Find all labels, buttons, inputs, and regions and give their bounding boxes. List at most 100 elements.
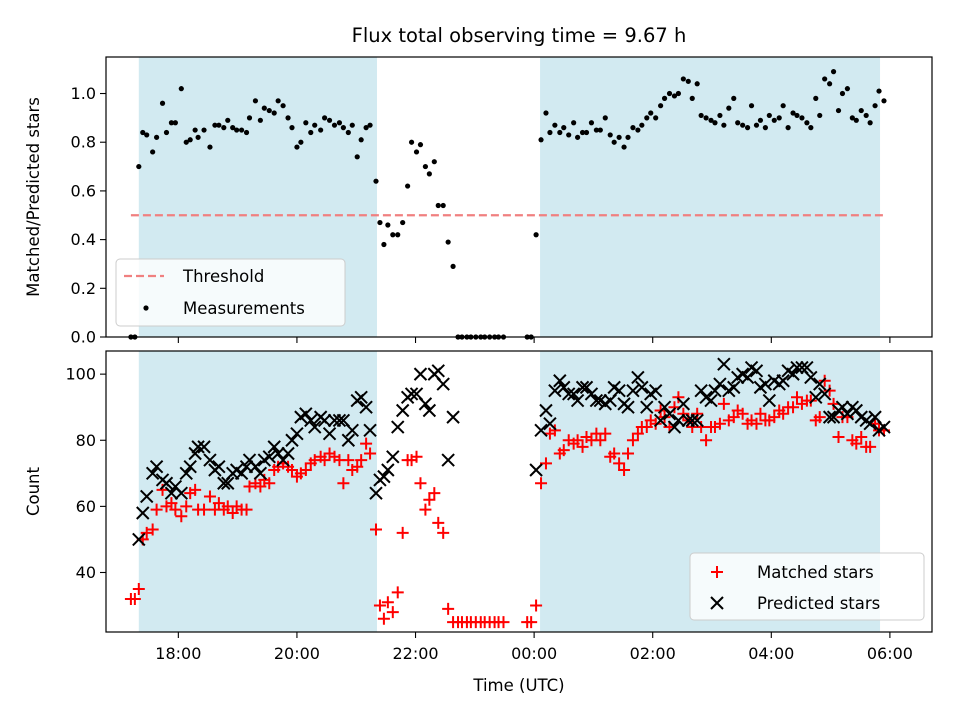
predicted-star-point — [534, 423, 548, 438]
measurement-point — [566, 132, 572, 138]
matched-star-point — [423, 493, 436, 506]
y-tick-label: 80 — [76, 431, 96, 450]
matched-star-point — [169, 503, 182, 516]
matched-star-point — [677, 407, 690, 420]
matched-star-point — [432, 516, 445, 529]
predicted-legend-label: Predicted stars — [757, 594, 880, 613]
measurement-point — [400, 219, 406, 226]
predicted-star-point — [548, 383, 562, 398]
predicted-star-point — [234, 466, 249, 481]
matched-star-point — [850, 437, 863, 450]
matched-star-point — [364, 447, 377, 460]
matched-star-point — [373, 599, 386, 612]
predicted-star-point — [164, 486, 179, 500]
top-panel-y-axis-title: Matched/Predicted stars — [24, 97, 43, 297]
predicted-star-point — [404, 387, 419, 401]
bottom-panel-legend: Matched stars Predicted stars — [689, 552, 925, 621]
measurement-point — [150, 149, 156, 155]
predicted-star-point — [579, 380, 594, 395]
predicted-star-point — [671, 413, 686, 428]
matched-star-point — [791, 391, 804, 404]
matched-star-point — [787, 401, 800, 414]
predicted-star-point — [395, 403, 410, 418]
measurement-point — [435, 202, 441, 209]
matched-star-point — [832, 430, 845, 443]
measurement-point — [731, 95, 737, 101]
measurement-point — [308, 129, 314, 136]
measurement-point — [557, 129, 563, 136]
shaded-interval — [540, 57, 881, 337]
predicted-star-point — [290, 426, 304, 441]
measurement-point — [195, 134, 201, 140]
measurement-point — [776, 115, 782, 121]
matched-star-point — [337, 477, 350, 490]
measurement-point — [408, 139, 415, 145]
top-panel-x-ticks — [177, 337, 891, 343]
y-tick-label: 0.8 — [71, 133, 96, 152]
measurement-point — [644, 115, 650, 121]
matched-star-point — [700, 434, 713, 447]
measurement-point — [230, 125, 236, 131]
measurement-point — [172, 120, 178, 126]
matched-star-point — [530, 599, 543, 612]
x-axis-title: Time (UTC) — [472, 676, 564, 695]
measurement-point — [363, 125, 369, 131]
matched-star-point — [263, 477, 276, 490]
matched-star-point — [750, 417, 763, 430]
predicted-star-point — [341, 433, 356, 447]
measurement-point — [621, 144, 627, 150]
measurement-point — [611, 139, 617, 145]
predicted-star-point — [790, 360, 804, 375]
predicted-star-point — [713, 377, 727, 391]
matched-star-point — [212, 497, 225, 510]
bottom-panel: 40 60 80 100 18:00 20:00 22:00 00:00 02:00 04:00… — [24, 350, 933, 663]
top-panel-frame — [105, 56, 933, 338]
predicted-star-point — [446, 410, 460, 424]
measurement-point — [849, 115, 855, 121]
predicted-star-point — [539, 403, 553, 418]
measurement-point — [159, 100, 166, 106]
measurement-point — [385, 222, 391, 228]
measurement-point — [804, 120, 810, 126]
measurement-point — [168, 120, 175, 126]
measurement-point — [326, 117, 333, 123]
measurement-point — [163, 129, 170, 136]
predicted-star-point — [159, 476, 174, 490]
x-tick-label: 04:00 — [748, 644, 794, 663]
predicted-star-point — [835, 400, 850, 414]
predicted-star-point — [690, 413, 704, 428]
top-panel-y-ticks: 0.0 0.2 0.4 0.6 0.8 1.0 — [71, 84, 106, 347]
predicted-stars-points — [132, 357, 891, 547]
matched-star-point — [396, 526, 409, 539]
measurement-point — [658, 103, 664, 109]
bottom-panel-y-ticks: 40 60 80 100 — [65, 365, 106, 582]
matched-star-point — [649, 417, 662, 430]
measurement-point — [192, 127, 198, 133]
matched-star-point — [240, 503, 253, 516]
predicted-star-point — [191, 440, 205, 454]
measurement-point — [794, 112, 800, 119]
predicted-star-point — [262, 450, 276, 464]
predicted-star-point — [304, 413, 318, 428]
y-tick-label: 0.6 — [71, 181, 96, 200]
matched-star-point — [189, 483, 202, 496]
predicted-star-point — [800, 360, 814, 375]
x-tick-label: 00:00 — [511, 644, 557, 663]
matched-legend-swatch — [711, 566, 723, 578]
measurement-point — [381, 241, 387, 248]
measurement-point — [243, 129, 250, 136]
measurement-point — [703, 115, 709, 121]
measurement-point — [680, 76, 686, 82]
predicted-star-point — [575, 380, 590, 395]
measurement-point — [187, 137, 193, 143]
measurement-point — [694, 81, 700, 87]
matched-star-point — [351, 460, 364, 473]
matched-star-point — [640, 421, 653, 434]
predicted-star-point — [813, 377, 827, 391]
matched-star-point — [777, 407, 790, 420]
measurement-point — [257, 117, 263, 123]
matched-star-point — [608, 447, 621, 460]
measurement-point — [799, 115, 805, 121]
predicted-star-point — [740, 370, 755, 385]
measurement-point — [708, 117, 714, 123]
